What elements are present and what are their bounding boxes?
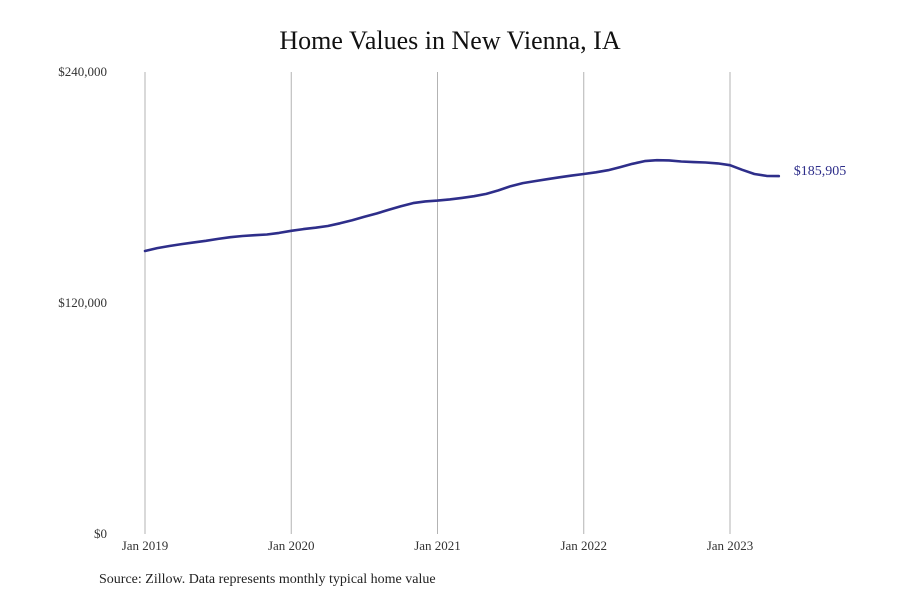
- x-tick-label: Jan 2019: [122, 538, 169, 553]
- x-axis-ticks: Jan 2019 Jan 2020 Jan 2021 Jan 2022 Jan 2023: [122, 538, 754, 553]
- x-tick-label: Jan 2021: [414, 538, 461, 553]
- source-note: Source: Zillow. Data represents monthly …: [99, 572, 436, 587]
- x-tick-label: Jan 2023: [707, 538, 754, 553]
- y-tick-label: $0: [94, 526, 107, 541]
- y-tick-label: $120,000: [58, 295, 107, 310]
- y-axis-ticks: $0 $120,000 $240,000: [58, 64, 107, 541]
- series-layer: $185,905: [143, 158, 847, 253]
- end-value-label: $185,905: [794, 164, 847, 179]
- gridlines: [144, 72, 731, 534]
- x-tick-label: Jan 2020: [268, 538, 315, 553]
- home-value-line: [143, 158, 781, 253]
- chart-title: Home Values in New Vienna, IA: [279, 26, 621, 55]
- y-tick-label: $240,000: [58, 64, 107, 79]
- x-tick-label: Jan 2022: [560, 538, 607, 553]
